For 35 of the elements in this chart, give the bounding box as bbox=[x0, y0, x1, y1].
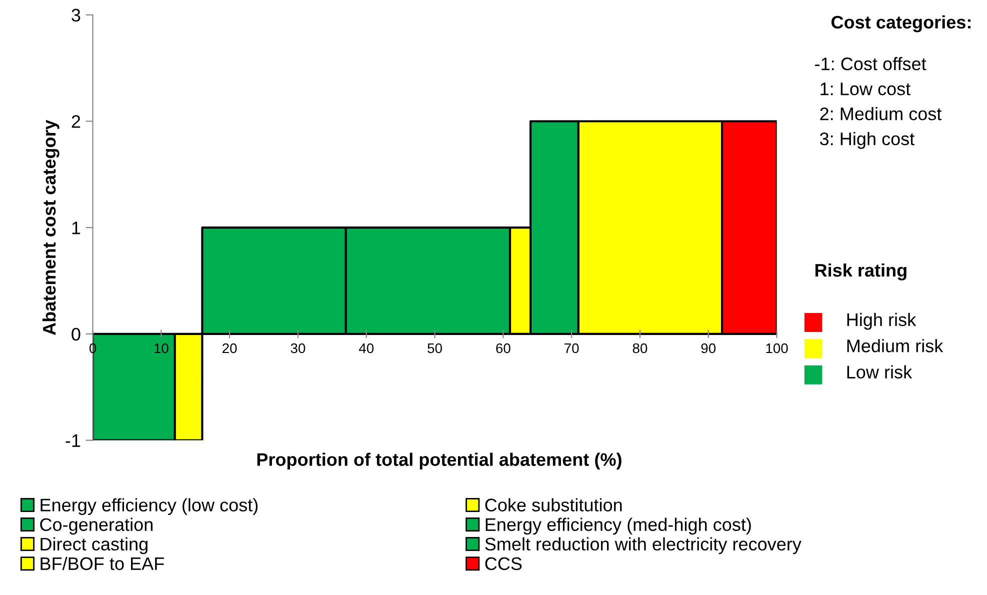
text: 1: Low cost bbox=[820, 82, 910, 96]
text: Medium risk bbox=[847, 339, 944, 352]
x-tick-label: 40 bbox=[358, 343, 374, 354]
legend-label: Smelt reduction with electricity recovery bbox=[485, 537, 802, 554]
x-tick-label: 20 bbox=[222, 343, 237, 354]
x-tick-label: 90 bbox=[701, 343, 716, 354]
y-tick-label: -1 bbox=[66, 434, 80, 447]
x-tick-label: 80 bbox=[632, 343, 648, 354]
legend-label: CCS bbox=[485, 557, 522, 570]
x-tick-label: 60 bbox=[496, 343, 510, 354]
text: 2: Medium cost bbox=[820, 107, 942, 120]
y-axis-title: Abatement cost category bbox=[42, 120, 60, 335]
text: -1: Cost offset bbox=[815, 57, 926, 70]
legend-label: Energy efficiency (med-high cost) bbox=[486, 518, 751, 535]
legend-label: Direct casting bbox=[40, 537, 148, 554]
text: Low risk bbox=[847, 365, 912, 379]
x-tick-label: 100 bbox=[766, 343, 788, 354]
x-tick-label: 50 bbox=[428, 343, 442, 354]
legend-label: Co-generation bbox=[40, 518, 152, 535]
y-tick-label: 0 bbox=[72, 328, 80, 341]
text: Risk rating bbox=[815, 263, 906, 280]
text: High risk bbox=[847, 312, 916, 330]
x-tick-label: 0 bbox=[89, 343, 96, 354]
y-tick-label: 2 bbox=[72, 115, 80, 128]
legend-label: Coke substitution bbox=[485, 498, 622, 512]
text: 3: High cost bbox=[820, 132, 914, 149]
x-axis-title: Proportion of total potential abatement (%) bbox=[257, 452, 622, 470]
x-tick-label: 70 bbox=[564, 343, 579, 354]
y-tick-label: 3 bbox=[72, 8, 80, 22]
text: Cost categories: bbox=[831, 15, 970, 32]
y-tick-label: 1 bbox=[72, 222, 80, 234]
x-tick-label: 10 bbox=[154, 343, 168, 354]
legend-label: Energy efficiency (low cost) bbox=[40, 498, 258, 516]
x-tick-label: 30 bbox=[290, 343, 306, 354]
legend-label: BF/BOF to EAF bbox=[40, 556, 164, 570]
